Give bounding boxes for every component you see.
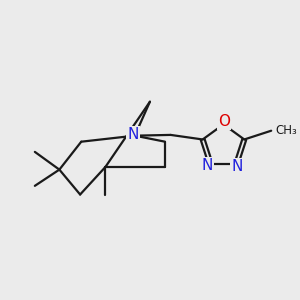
Text: N: N [127, 128, 139, 142]
Text: O: O [218, 114, 230, 129]
Text: N: N [202, 158, 213, 173]
Text: CH₃: CH₃ [275, 124, 297, 137]
Text: N: N [231, 159, 243, 174]
